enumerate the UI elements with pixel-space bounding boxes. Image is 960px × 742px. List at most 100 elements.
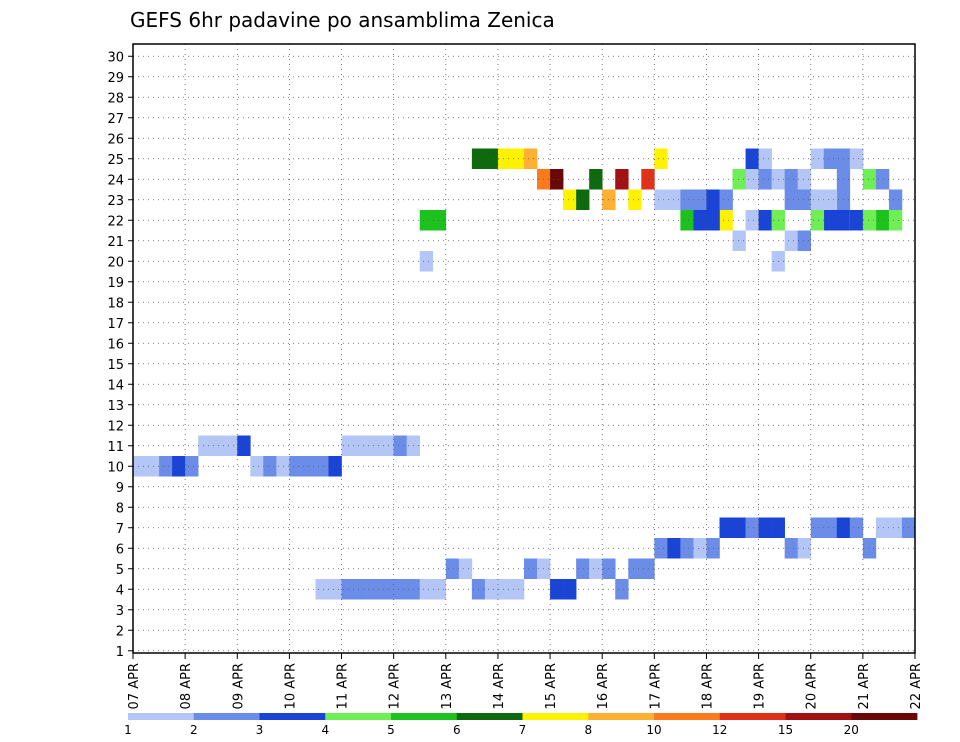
heatmap-cell	[224, 435, 238, 456]
y-tick-label: 16	[107, 337, 124, 352]
plot-frame	[132, 43, 916, 654]
heatmap-cell	[823, 189, 838, 210]
y-tick-label: 25	[107, 153, 124, 168]
x-tick-label: 14 APR	[492, 663, 507, 709]
heatmap-cell	[693, 210, 707, 231]
heatmap-cell	[667, 538, 681, 559]
x-tick-label: 19 APR	[753, 663, 768, 709]
heatmap-cell	[211, 435, 225, 456]
y-tick-label: 20	[107, 255, 124, 270]
x-tick-label: 12 APR	[388, 663, 403, 709]
y-axis: 1234567891011121314151617181920212223242…	[107, 50, 133, 660]
heatmap-cell	[888, 517, 903, 538]
heatmap-cell	[719, 517, 733, 538]
y-tick-label: 3	[116, 604, 124, 619]
colorbar-swatch	[391, 713, 458, 720]
colorbar-swatch	[456, 713, 523, 720]
heatmap-cell	[849, 148, 864, 169]
heatmap-cell	[315, 579, 329, 600]
x-tick-label: 16 APR	[596, 663, 611, 709]
heatmap-cell	[758, 169, 772, 190]
heatmap-cell	[654, 538, 668, 559]
heatmap-cell	[367, 579, 381, 600]
heatmap-cell	[862, 169, 877, 190]
heatmap-cell	[862, 538, 877, 559]
heatmap-cell	[784, 189, 798, 210]
heatmap-cell	[810, 210, 825, 231]
y-tick-label: 28	[107, 91, 124, 106]
heatmap-cell	[810, 189, 825, 210]
y-tick-label: 6	[116, 542, 124, 557]
heatmap-cell	[888, 210, 903, 231]
y-tick-label: 19	[107, 276, 124, 291]
heatmap-cell	[849, 210, 864, 231]
heatmap-cell	[875, 169, 890, 190]
heatmap-cell	[758, 517, 772, 538]
heatmap-cell	[550, 169, 564, 190]
heatmap-cell	[198, 435, 212, 456]
y-tick-label: 18	[107, 296, 124, 311]
colorbar: 1 2 3 4 5 6 7 8 10 12 15 20	[124, 713, 918, 737]
heatmap-cell	[745, 210, 759, 231]
y-tick-label: 27	[107, 112, 124, 127]
heatmap-cell	[667, 189, 681, 210]
heatmap-cell	[510, 148, 525, 169]
colorbar-label: 12	[712, 723, 727, 737]
heatmap-cell	[263, 456, 277, 477]
y-tick-label: 23	[107, 194, 124, 209]
heatmap-cell	[419, 251, 434, 272]
heatmap-cell	[849, 517, 864, 538]
heatmap-cell	[823, 210, 838, 231]
colorbar-label: 7	[519, 723, 527, 737]
heatmap-cell	[797, 189, 812, 210]
y-tick-label: 13	[107, 399, 124, 414]
y-tick-label: 5	[116, 563, 124, 578]
x-tick-label: 18 APR	[701, 663, 716, 709]
heatmap-cell	[289, 456, 303, 477]
heatmap-cell	[784, 230, 798, 251]
colorbar-label: 20	[844, 723, 859, 737]
heatmap-cell	[641, 169, 655, 190]
colorbar-swatch	[193, 713, 260, 720]
y-tick-label: 21	[107, 235, 124, 250]
y-tick-label: 8	[116, 501, 124, 516]
heatmap-cell	[758, 148, 772, 169]
heatmap-cells	[133, 148, 916, 600]
heatmap-cell	[315, 456, 329, 477]
heatmap-cell	[797, 169, 812, 190]
x-tick-label: 22 APR	[909, 663, 924, 709]
x-tick-label: 20 APR	[805, 663, 820, 709]
heatmap-cell	[875, 517, 890, 538]
heatmap-cell	[146, 456, 160, 477]
heatmap-cell	[693, 189, 707, 210]
heatmap-cell	[628, 189, 642, 210]
heatmap-cell	[432, 579, 447, 600]
heatmap-cell	[445, 558, 460, 579]
heatmap-cell	[784, 538, 798, 559]
heatmap-cell	[680, 210, 694, 231]
colorbar-label: 8	[584, 723, 592, 737]
heatmap-cell	[615, 169, 629, 190]
heatmap-cell	[797, 538, 812, 559]
heatmap-cell	[432, 210, 447, 231]
colorbar-swatch	[719, 713, 786, 720]
heatmap-cell	[810, 148, 825, 169]
heatmap-cell	[680, 189, 694, 210]
heatmap-cell	[862, 210, 877, 231]
grid-lines	[133, 44, 915, 653]
colorbar-swatch	[522, 713, 589, 720]
heatmap-cell	[589, 558, 603, 579]
colorbar-label: 4	[321, 723, 329, 737]
colorbar-label: 6	[453, 723, 461, 737]
x-tick-label: 21 APR	[857, 663, 872, 709]
colorbar-label: 1	[124, 723, 132, 737]
y-tick-label: 26	[107, 132, 124, 147]
heatmap-cell	[758, 210, 772, 231]
heatmap-cell	[328, 456, 342, 477]
x-tick-label: 15 APR	[544, 663, 559, 709]
heatmap-cell	[302, 456, 316, 477]
heatmap-cell	[784, 169, 798, 190]
heatmap-cell	[589, 169, 603, 190]
heatmap-cell	[810, 517, 825, 538]
